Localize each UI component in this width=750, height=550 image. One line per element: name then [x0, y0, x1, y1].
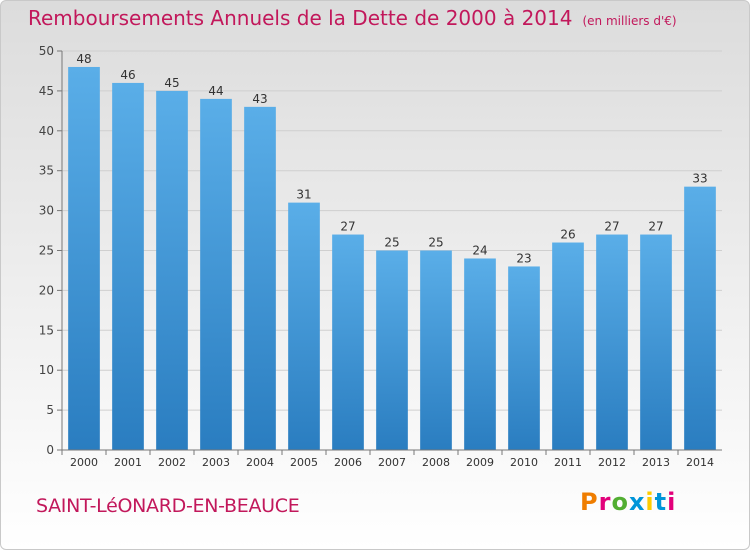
x-tick-label: 2006 [334, 456, 362, 469]
data-label: 33 [692, 172, 707, 186]
x-tick-label: 2002 [158, 456, 186, 469]
city-name: SAINT-LéONARD-EN-BEAUCE [36, 495, 300, 517]
x-tick-label: 2001 [114, 456, 142, 469]
x-tick-label: 2007 [378, 456, 406, 469]
bar [376, 250, 408, 450]
x-tick-label: 2008 [422, 456, 450, 469]
x-tick-label: 2012 [598, 456, 626, 469]
logo-letter: P [580, 488, 599, 516]
bar [332, 234, 364, 450]
y-tick-label: 25 [39, 244, 54, 258]
data-label: 24 [472, 243, 487, 257]
data-label: 23 [516, 251, 531, 265]
bar [244, 106, 276, 451]
x-tick-label: 2005 [290, 456, 318, 469]
data-label: 26 [560, 228, 575, 242]
bar [156, 90, 188, 451]
data-label: 31 [296, 188, 311, 202]
x-tick-label: 2014 [686, 456, 714, 469]
y-tick-label: 0 [46, 443, 54, 457]
logo-letter: o [611, 488, 629, 516]
data-label: 43 [252, 92, 267, 106]
y-tick-label: 35 [39, 164, 54, 178]
data-label: 27 [340, 220, 355, 234]
bar [288, 202, 320, 450]
y-tick-label: 15 [39, 323, 54, 337]
x-tick-label: 2010 [510, 456, 538, 469]
data-label: 27 [604, 220, 619, 234]
logo-letter: t [654, 488, 668, 516]
chart-title: Remboursements Annuels de la Dette de 20… [28, 6, 677, 30]
bar [112, 82, 144, 451]
bar [684, 186, 716, 450]
logo-letter: i [645, 488, 655, 516]
data-label: 44 [208, 84, 223, 98]
bar [200, 98, 232, 450]
x-tick-label: 2003 [202, 456, 230, 469]
y-tick-label: 45 [39, 84, 54, 98]
x-tick-label: 2013 [642, 456, 670, 469]
y-tick-label: 20 [39, 283, 54, 297]
chart-title-text: Remboursements Annuels de la Dette de 20… [28, 6, 573, 30]
data-label: 45 [164, 76, 179, 90]
logo-letter: i [667, 488, 677, 516]
axes: 0 5 10 15 20 25 30 35 40 45 50 2000 2001 2002 2003 2004… [39, 44, 722, 469]
data-label: 46 [120, 68, 135, 82]
bar [640, 234, 672, 450]
bars: 48 46 45 44 43 31 27 25 25 24 23 26 27 27 33 [68, 52, 716, 451]
proxiti-logo: Proxiti [580, 488, 676, 516]
y-tick-label: 50 [39, 44, 54, 58]
data-label: 27 [648, 220, 663, 234]
data-label: 25 [384, 236, 399, 250]
bar [596, 234, 628, 450]
bar [508, 266, 540, 450]
data-label: 48 [76, 52, 91, 66]
x-tick-label: 2009 [466, 456, 494, 469]
x-tick-label: 2000 [70, 456, 98, 469]
bar [68, 66, 100, 451]
x-tick-label: 2011 [554, 456, 582, 469]
y-tick-label: 30 [39, 204, 54, 218]
bar [420, 250, 452, 450]
data-label: 25 [428, 236, 443, 250]
y-tick-label: 40 [39, 124, 54, 138]
x-tick-label: 2004 [246, 456, 274, 469]
logo-letter: r [598, 488, 612, 516]
y-tick-label: 5 [46, 403, 54, 417]
logo-letter: x [628, 488, 646, 516]
chart-subtitle: (en milliers d'€) [582, 14, 677, 28]
bar [464, 258, 496, 450]
y-tick-label: 10 [39, 363, 54, 377]
bar [552, 242, 584, 450]
